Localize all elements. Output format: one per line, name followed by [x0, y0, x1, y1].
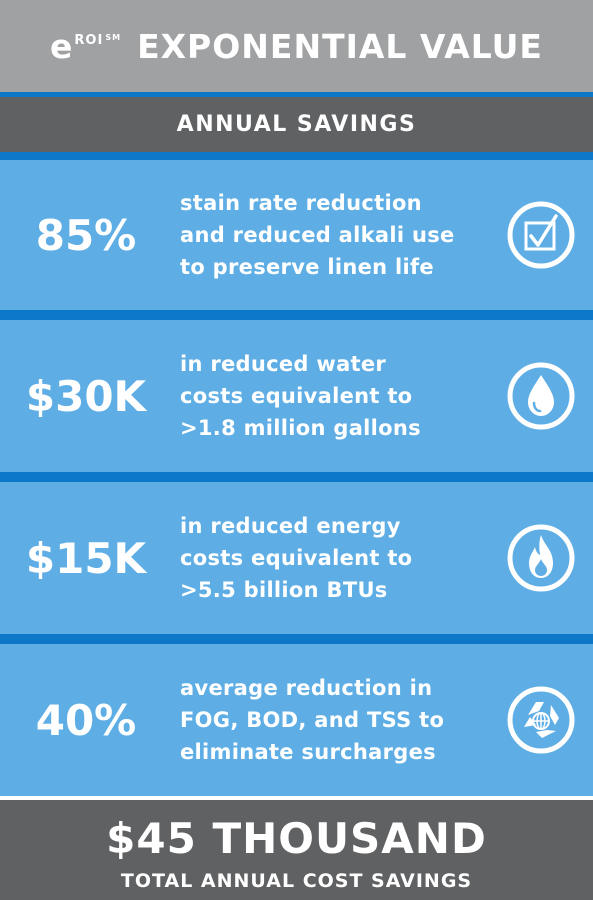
stat-line: and reduced alkali use — [180, 223, 455, 247]
stat-line: >5.5 billion BTUs — [180, 578, 388, 602]
stat-value: 40% — [35, 695, 137, 745]
header: eROI SM EXPONENTIAL VALUE — [0, 0, 593, 92]
divider-stripe — [0, 310, 593, 320]
page-title: eROI SM EXPONENTIAL VALUE — [50, 27, 543, 66]
stat-description: stain rate reduction and reduced alkali … — [180, 160, 500, 310]
stat-row-stain: 85% stain rate reduction and reduced alk… — [0, 160, 593, 310]
brand-e: e — [50, 26, 74, 66]
stat-line: eliminate surcharges — [180, 740, 436, 764]
stat-line: costs equivalent to — [180, 384, 413, 408]
divider-stripe — [0, 634, 593, 644]
total-savings-value: $45 THOUSAND — [106, 814, 487, 863]
stat-row-energy: $15K in reduced energy costs equivalent … — [0, 482, 593, 634]
stat-line: in reduced energy — [180, 514, 401, 538]
stat-line: to preserve linen life — [180, 255, 434, 279]
recycle-globe-icon — [507, 686, 575, 754]
footer-total: $45 THOUSAND TOTAL ANNUAL COST SAVINGS — [0, 800, 593, 900]
stat-row-water: $30K in reduced water costs equivalent t… — [0, 320, 593, 472]
stat-line: in reduced water — [180, 352, 387, 376]
stat-value: 85% — [35, 210, 137, 260]
stat-line: stain rate reduction — [180, 191, 422, 215]
stat-value: $30K — [25, 371, 147, 421]
total-savings-caption: TOTAL ANNUAL COST SAVINGS — [120, 870, 473, 892]
stat-line: average reduction in — [180, 676, 433, 700]
checkbox-icon — [507, 201, 575, 269]
divider-stripe — [0, 92, 593, 97]
stat-line: >1.8 million gallons — [180, 416, 421, 440]
stat-description: in reduced water costs equivalent to >1.… — [180, 320, 500, 472]
section-header-label: ANNUAL SAVINGS — [176, 112, 417, 137]
stat-line: FOG, BOD, and TSS to — [180, 708, 445, 732]
stat-description: in reduced energy costs equivalent to >5… — [180, 482, 500, 634]
water-drop-icon — [507, 362, 575, 430]
brand-roi: ROI — [74, 32, 104, 48]
divider-stripe — [0, 796, 593, 800]
divider-stripe — [0, 472, 593, 482]
stat-row-surcharge: 40% average reduction in FOG, BOD, and T… — [0, 644, 593, 796]
service-mark: SM — [105, 32, 122, 42]
flame-icon — [507, 524, 575, 592]
stat-description: average reduction in FOG, BOD, and TSS t… — [180, 644, 500, 796]
divider-stripe — [0, 152, 593, 160]
stat-value: $15K — [25, 533, 147, 583]
title-text: EXPONENTIAL VALUE — [137, 26, 543, 66]
section-header: ANNUAL SAVINGS — [0, 97, 593, 152]
stat-line: costs equivalent to — [180, 546, 413, 570]
